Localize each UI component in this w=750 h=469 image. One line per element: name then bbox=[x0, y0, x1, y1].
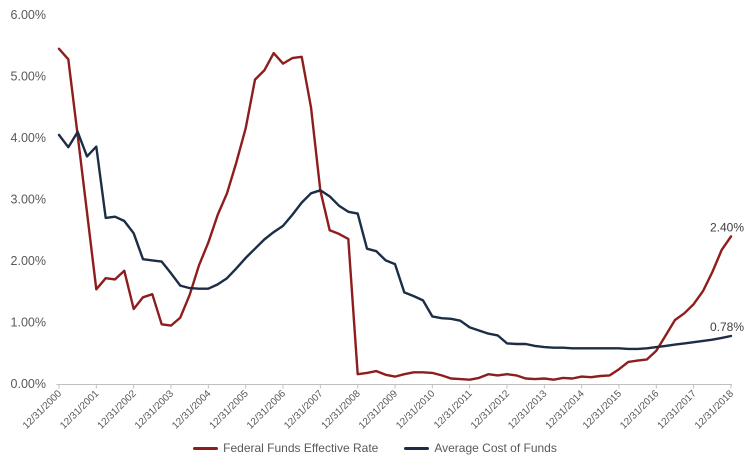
series-end-label-average-cost-of-funds: 0.78% bbox=[710, 320, 744, 334]
x-tick-label: 12/31/2009 bbox=[357, 388, 400, 431]
x-tick-label: 12/31/2004 bbox=[170, 388, 213, 431]
series-line-average-cost-of-funds bbox=[57, 130, 733, 351]
x-tick-label: 12/31/2010 bbox=[394, 388, 437, 431]
x-tick-label: 12/31/2003 bbox=[133, 388, 176, 431]
y-tick-label: 1.00% bbox=[11, 316, 46, 330]
x-tick-label: 12/31/2012 bbox=[469, 388, 512, 431]
y-tick-label: 5.00% bbox=[11, 70, 46, 84]
legend-swatch-federal-funds-effective-rate bbox=[193, 446, 219, 450]
y-tick-label: 2.00% bbox=[11, 254, 46, 268]
x-tick-label: 12/31/2007 bbox=[282, 388, 325, 431]
x-tick-label: 12/31/2000 bbox=[21, 388, 64, 431]
legend: Federal Funds Effective Rate Average Cos… bbox=[0, 441, 750, 455]
x-tick-label: 12/31/2013 bbox=[506, 388, 549, 431]
x-tick-label: 12/31/2015 bbox=[581, 388, 624, 431]
x-tick-label: 12/31/2001 bbox=[58, 388, 101, 431]
legend-swatch-average-cost-of-funds bbox=[404, 446, 430, 450]
x-tick-label: 12/31/2017 bbox=[656, 388, 699, 431]
legend-label-federal-funds-effective-rate: Federal Funds Effective Rate bbox=[223, 441, 379, 455]
x-tick-label: 12/31/2016 bbox=[618, 388, 661, 431]
y-tick-label: 6.00% bbox=[11, 8, 46, 22]
y-tick-label: 3.00% bbox=[11, 193, 46, 207]
series-end-label-federal-funds-effective-rate: 2.40% bbox=[710, 220, 744, 234]
x-tick-label: 12/31/2002 bbox=[96, 388, 139, 431]
legend-label-average-cost-of-funds: Average Cost of Funds bbox=[434, 441, 557, 455]
x-tick-label: 12/31/2006 bbox=[245, 388, 288, 431]
y-tick-label: 0.00% bbox=[11, 377, 46, 391]
x-tick-label: 12/31/2005 bbox=[208, 388, 251, 431]
legend-item-average-cost-of-funds: Average Cost of Funds bbox=[404, 441, 557, 455]
x-tick-label: 12/31/2014 bbox=[544, 388, 587, 431]
legend-item-federal-funds-effective-rate: Federal Funds Effective Rate bbox=[193, 441, 378, 455]
series-line-federal-funds-effective-rate bbox=[57, 47, 733, 381]
x-tick-label: 12/31/2018 bbox=[693, 388, 736, 431]
y-tick-label: 4.00% bbox=[11, 131, 46, 145]
x-tick-label: 12/31/2008 bbox=[320, 388, 363, 431]
